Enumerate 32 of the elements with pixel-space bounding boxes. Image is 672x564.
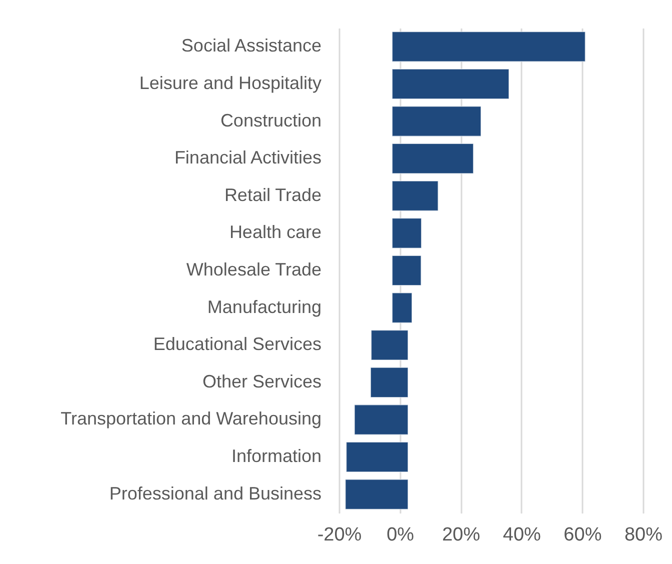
bar: [392, 292, 412, 324]
y-tick-label: Construction: [220, 110, 322, 130]
bar: [370, 330, 408, 360]
y-tick-label: Financial Activities: [174, 148, 322, 168]
x-tick-label: 40%: [502, 524, 542, 546]
bar: [392, 31, 586, 62]
y-tick-label: Professional and Business: [109, 483, 322, 504]
y-tick-label: Retail Trade: [224, 184, 322, 205]
y-tick-label: Transportation and Warehousing: [60, 408, 322, 429]
y-tick-label: Manufacturing: [207, 296, 322, 317]
x-tick-label: 0%: [386, 524, 414, 546]
bar: [392, 255, 422, 286]
bar: [392, 180, 439, 212]
bar: [392, 68, 510, 100]
y-tick-label: Health care: [229, 222, 322, 242]
y-tick-label: Educational Services: [153, 334, 322, 354]
bar: [354, 404, 408, 436]
bar: [392, 218, 422, 249]
x-tick-label: 60%: [564, 524, 602, 546]
y-tick-label: Leisure and Hospitality: [139, 72, 322, 93]
y-tick-label: Information: [231, 446, 322, 466]
x-tick-label: 80%: [624, 524, 663, 546]
bar: [370, 367, 408, 398]
bar: [344, 479, 408, 510]
y-tick-label: Other Services: [202, 371, 322, 392]
y-tick-label: Wholesale Trade: [186, 260, 322, 280]
x-tick-label: 20%: [442, 524, 480, 546]
bar: [392, 143, 474, 174]
y-tick-label: Social Assistance: [181, 36, 322, 56]
x-tick-label: -20%: [317, 524, 362, 546]
bar: [392, 106, 482, 137]
bar: [346, 442, 408, 472]
